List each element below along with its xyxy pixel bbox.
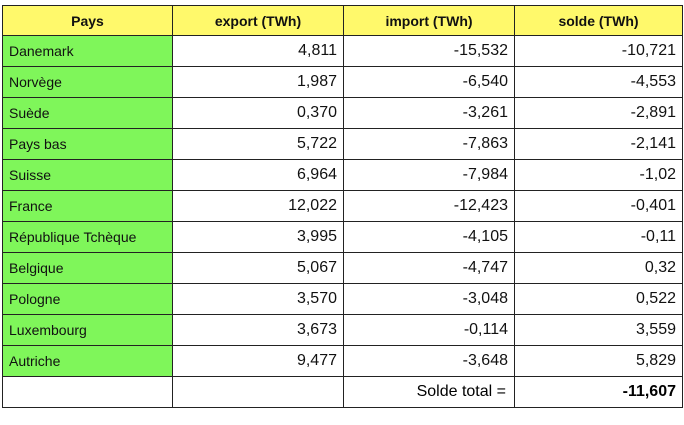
table-row: Pologne 3,570 -3,048 0,522 [2,283,683,315]
header-export: export (TWh) [172,5,344,36]
import-cell: -3,048 [343,283,515,315]
solde-cell: -2,141 [514,128,683,160]
export-cell: 3,995 [172,221,344,253]
country-cell: République Tchèque [2,221,173,253]
export-cell: 3,570 [172,283,344,315]
export-cell: 5,067 [172,252,344,284]
table-row: Danemark 4,811 -15,532 -10,721 [2,35,683,67]
country-cell: Belgique [2,252,173,284]
header-import: import (TWh) [343,5,515,36]
country-cell: Luxembourg [2,314,173,346]
export-cell: 4,811 [172,35,344,67]
country-cell: Suisse [2,159,173,191]
total-value: -11,607 [514,376,683,408]
country-cell: Danemark [2,35,173,67]
import-cell: -4,105 [343,221,515,253]
solde-cell: -2,891 [514,97,683,129]
country-cell: Pays bas [2,128,173,160]
header-pays: Pays [2,5,173,36]
export-cell: 3,673 [172,314,344,346]
solde-cell: 0,522 [514,283,683,315]
solde-cell: 5,829 [514,345,683,377]
import-cell: -15,532 [343,35,515,67]
energy-balance-table: Pays export (TWh) import (TWh) solde (TW… [2,5,683,408]
empty-cell [172,376,344,408]
solde-cell: -10,721 [514,35,683,67]
country-cell: Suède [2,97,173,129]
solde-cell: 3,559 [514,314,683,346]
solde-cell: 0,32 [514,252,683,284]
country-cell: France [2,190,173,222]
import-cell: -7,863 [343,128,515,160]
header-solde: solde (TWh) [514,5,683,36]
table-row: Autriche 9,477 -3,648 5,829 [2,345,683,377]
table-row: Suisse 6,964 -7,984 -1,02 [2,159,683,191]
solde-cell: -0,401 [514,190,683,222]
import-cell: -12,423 [343,190,515,222]
export-cell: 12,022 [172,190,344,222]
export-cell: 1,987 [172,66,344,98]
import-cell: -7,984 [343,159,515,191]
import-cell: -4,747 [343,252,515,284]
table-row: Pays bas 5,722 -7,863 -2,141 [2,128,683,160]
import-cell: -0,114 [343,314,515,346]
solde-cell: -1,02 [514,159,683,191]
table-row: Norvège 1,987 -6,540 -4,553 [2,66,683,98]
total-row: Solde total = -11,607 [2,376,683,408]
table-row: Suède 0,370 -3,261 -2,891 [2,97,683,129]
country-cell: Pologne [2,283,173,315]
country-cell: Norvège [2,66,173,98]
export-cell: 9,477 [172,345,344,377]
header-row: Pays export (TWh) import (TWh) solde (TW… [2,5,683,36]
total-label: Solde total = [343,376,515,408]
country-cell: Autriche [2,345,173,377]
solde-cell: -4,553 [514,66,683,98]
table-row: Luxembourg 3,673 -0,114 3,559 [2,314,683,346]
table-row: France 12,022 -12,423 -0,401 [2,190,683,222]
solde-cell: -0,11 [514,221,683,253]
export-cell: 5,722 [172,128,344,160]
table-row: Belgique 5,067 -4,747 0,32 [2,252,683,284]
empty-cell [2,376,173,408]
import-cell: -3,261 [343,97,515,129]
table-row: République Tchèque 3,995 -4,105 -0,11 [2,221,683,253]
import-cell: -6,540 [343,66,515,98]
export-cell: 6,964 [172,159,344,191]
import-cell: -3,648 [343,345,515,377]
export-cell: 0,370 [172,97,344,129]
